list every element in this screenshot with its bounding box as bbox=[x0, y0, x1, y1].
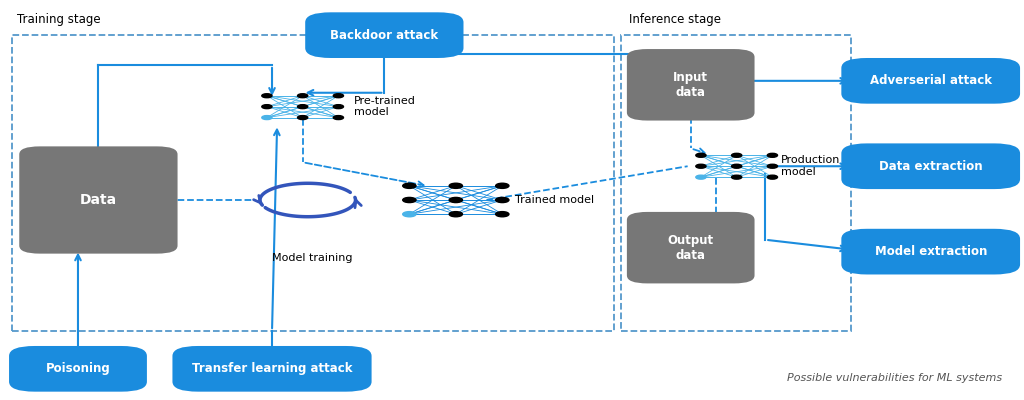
Circle shape bbox=[450, 198, 463, 202]
Text: Trained model: Trained model bbox=[515, 195, 594, 205]
Text: Poisoning: Poisoning bbox=[46, 362, 111, 375]
Text: Model extraction: Model extraction bbox=[874, 245, 987, 258]
Circle shape bbox=[767, 175, 777, 179]
Circle shape bbox=[402, 198, 416, 202]
Circle shape bbox=[696, 175, 706, 179]
Text: Model training: Model training bbox=[272, 252, 352, 262]
Circle shape bbox=[496, 198, 509, 202]
Circle shape bbox=[696, 164, 706, 168]
Circle shape bbox=[450, 183, 463, 188]
Circle shape bbox=[298, 94, 308, 98]
Circle shape bbox=[262, 105, 272, 109]
FancyBboxPatch shape bbox=[172, 346, 372, 392]
Circle shape bbox=[731, 164, 741, 168]
Text: Pre-trained
model: Pre-trained model bbox=[353, 96, 416, 118]
Bar bbox=[11, 35, 614, 331]
Text: Backdoor attack: Backdoor attack bbox=[331, 29, 438, 42]
Circle shape bbox=[262, 116, 272, 120]
FancyBboxPatch shape bbox=[19, 146, 177, 254]
Text: Output
data: Output data bbox=[668, 234, 714, 262]
FancyBboxPatch shape bbox=[842, 58, 1020, 104]
FancyBboxPatch shape bbox=[627, 49, 755, 120]
Circle shape bbox=[696, 153, 706, 157]
Text: Training stage: Training stage bbox=[16, 13, 100, 26]
Circle shape bbox=[262, 94, 272, 98]
Circle shape bbox=[731, 153, 741, 157]
Circle shape bbox=[298, 105, 308, 109]
Circle shape bbox=[402, 212, 416, 217]
Text: Data extraction: Data extraction bbox=[879, 160, 982, 173]
Circle shape bbox=[767, 153, 777, 157]
FancyBboxPatch shape bbox=[842, 229, 1020, 274]
FancyBboxPatch shape bbox=[842, 143, 1020, 189]
Circle shape bbox=[333, 94, 343, 98]
FancyBboxPatch shape bbox=[305, 12, 464, 58]
Text: Adverserial attack: Adverserial attack bbox=[869, 74, 991, 87]
FancyBboxPatch shape bbox=[627, 212, 755, 284]
FancyBboxPatch shape bbox=[9, 346, 146, 392]
Circle shape bbox=[767, 164, 777, 168]
Text: Input
data: Input data bbox=[673, 71, 709, 99]
Text: Production
model: Production model bbox=[780, 156, 840, 177]
Text: Inference stage: Inference stage bbox=[630, 13, 722, 26]
Circle shape bbox=[333, 105, 343, 109]
Circle shape bbox=[298, 116, 308, 120]
Text: Possible vulnerabilities for ML systems: Possible vulnerabilities for ML systems bbox=[787, 373, 1002, 383]
Text: Data: Data bbox=[80, 193, 117, 207]
Circle shape bbox=[333, 116, 343, 120]
Bar bbox=[622, 35, 851, 331]
Circle shape bbox=[731, 175, 741, 179]
Circle shape bbox=[402, 183, 416, 188]
Circle shape bbox=[496, 212, 509, 217]
Circle shape bbox=[450, 212, 463, 217]
Text: Transfer learning attack: Transfer learning attack bbox=[191, 362, 352, 375]
Circle shape bbox=[496, 183, 509, 188]
